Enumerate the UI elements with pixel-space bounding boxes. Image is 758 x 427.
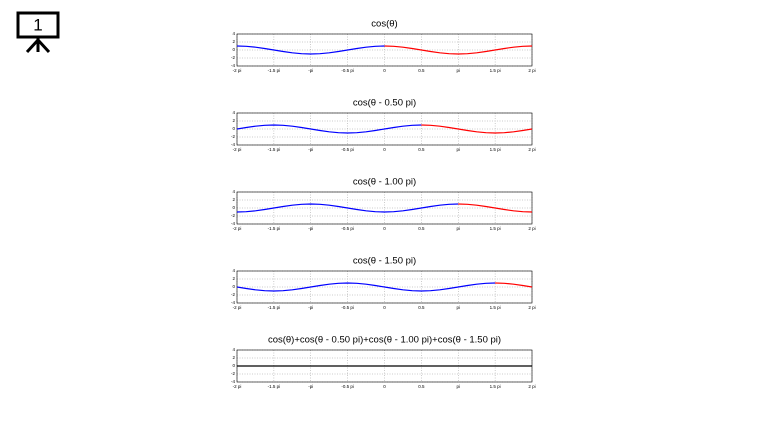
x-tick-label: 2 pi — [528, 147, 535, 152]
x-tick-label: 0 — [383, 68, 386, 73]
chart: cos(θ) -4 -2 0 2 4 -2 pi -1.5 pi -pi -0.5 pi 0 0.5 p… — [231, 19, 536, 74]
y-tick-label: 2 — [232, 197, 235, 202]
y-tick-label: -2 — [231, 213, 235, 218]
x-tick-label: -2 pi — [233, 226, 242, 231]
x-tick-label: 0 — [383, 384, 386, 389]
x-tick-label: 1.5 pi — [490, 68, 501, 73]
x-tick-label: -pi — [308, 68, 313, 73]
x-tick-label: 2 pi — [528, 384, 535, 389]
chart: cos(θ - 1.50 pi) -4 -2 0 2 4 -2 pi -1.5 pi -pi -0… — [231, 256, 536, 311]
y-tick-label: 2 — [232, 355, 235, 360]
y-tick-label: -4 — [231, 142, 235, 147]
y-tick-label: -2 — [231, 292, 235, 297]
x-tick-label: pi — [456, 147, 460, 152]
x-tick-label: -2 pi — [233, 68, 242, 73]
x-tick-label: 0.5 — [418, 384, 425, 389]
x-tick-label: -1.5 pi — [268, 384, 281, 389]
series-line — [384, 45, 533, 55]
series-line — [495, 282, 533, 288]
y-tick-label: 4 — [232, 31, 235, 36]
x-tick-label: -2 pi — [233, 384, 242, 389]
y-tick-label: -4 — [231, 300, 235, 305]
x-tick-label: -0.5 pi — [341, 147, 354, 152]
y-tick-label: -4 — [231, 63, 235, 68]
x-tick-label: pi — [456, 226, 460, 231]
x-tick-label: 0.5 — [418, 305, 425, 310]
x-tick-label: -2 pi — [233, 147, 242, 152]
y-tick-label: 4 — [232, 268, 235, 273]
icon-leg — [36, 38, 51, 54]
x-tick-label: 1.5 pi — [490, 384, 501, 389]
y-tick-label: 0 — [232, 363, 235, 368]
x-tick-label: -pi — [308, 305, 313, 310]
chart-title: cos(θ - 0.50 pi) — [353, 98, 416, 109]
y-tick-label: -4 — [231, 221, 235, 226]
y-tick-label: 0 — [232, 205, 235, 210]
y-tick-label: 0 — [232, 284, 235, 289]
y-tick-label: 4 — [232, 110, 235, 115]
series-line — [421, 124, 533, 134]
x-tick-label: 0.5 — [418, 68, 425, 73]
x-tick-label: pi — [456, 305, 460, 310]
x-tick-label: -pi — [308, 147, 313, 152]
x-tick-label: -1.5 pi — [268, 147, 281, 152]
y-tick-label: 4 — [232, 347, 235, 352]
x-tick-label: -pi — [308, 226, 313, 231]
y-tick-label: -2 — [231, 134, 235, 139]
y-tick-label: 2 — [232, 276, 235, 281]
x-tick-label: -0.5 pi — [341, 226, 354, 231]
x-tick-label: 1.5 pi — [490, 305, 501, 310]
x-tick-label: -0.5 pi — [341, 305, 354, 310]
x-tick-label: pi — [456, 384, 460, 389]
y-tick-label: -2 — [231, 371, 235, 376]
chart: cos(θ)+cos(θ - 0.50 pi)+cos(θ - 1.00 pi)… — [231, 335, 536, 390]
x-tick-label: -1.5 pi — [268, 305, 281, 310]
y-tick-label: 4 — [232, 189, 235, 194]
y-tick-label: 2 — [232, 39, 235, 44]
slide-number: 1 — [33, 15, 42, 34]
y-tick-label: -2 — [231, 55, 235, 60]
icon-leg — [25, 38, 40, 54]
plot-frame — [236, 191, 533, 225]
x-tick-label: 0.5 — [418, 226, 425, 231]
y-tick-label: -4 — [231, 379, 235, 384]
y-tick-label: 0 — [232, 47, 235, 52]
x-tick-label: 0.5 — [418, 147, 425, 152]
x-tick-label: -0.5 pi — [341, 68, 354, 73]
x-tick-label: -1.5 pi — [268, 68, 281, 73]
series-line — [236, 124, 422, 134]
chart-title: cos(θ)+cos(θ - 0.50 pi)+cos(θ - 1.00 pi)… — [268, 335, 501, 346]
x-tick-label: 2 pi — [528, 226, 535, 231]
chart-title: cos(θ - 1.50 pi) — [353, 256, 416, 267]
chart-title: cos(θ - 1.00 pi) — [353, 177, 416, 188]
chart: cos(θ - 1.00 pi) -4 -2 0 2 4 -2 pi -1.5 pi -pi -0… — [231, 177, 536, 232]
x-tick-label: 2 pi — [528, 305, 535, 310]
x-tick-label: pi — [456, 68, 460, 73]
x-tick-label: -2 pi — [233, 305, 242, 310]
series-line — [236, 45, 385, 55]
x-tick-label: -pi — [308, 384, 313, 389]
plot-frame — [236, 33, 533, 67]
x-tick-label: 0 — [383, 226, 386, 231]
series-line — [236, 282, 496, 292]
series-line — [236, 203, 459, 213]
y-tick-label: 0 — [232, 126, 235, 131]
x-tick-label: 0 — [383, 305, 386, 310]
chart: cos(θ - 0.50 pi) -4 -2 0 2 4 -2 pi -1.5 pi -pi -0… — [231, 98, 536, 153]
x-tick-label: -0.5 pi — [341, 384, 354, 389]
x-tick-label: 0 — [383, 147, 386, 152]
x-tick-label: -1.5 pi — [268, 226, 281, 231]
series-line — [458, 203, 533, 213]
slide-icon: 1 — [16, 11, 60, 54]
x-tick-label: 1.5 pi — [490, 226, 501, 231]
x-tick-label: 1.5 pi — [490, 147, 501, 152]
chart-title: cos(θ) — [371, 19, 397, 30]
x-tick-label: 2 pi — [528, 68, 535, 73]
y-tick-label: 2 — [232, 118, 235, 123]
